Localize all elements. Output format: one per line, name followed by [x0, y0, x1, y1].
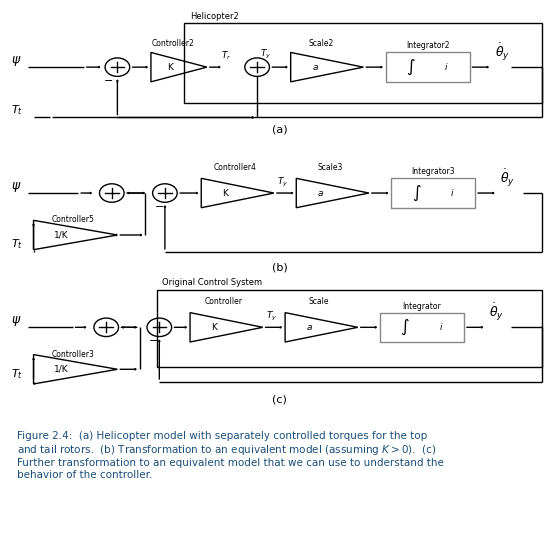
Text: a: a [306, 323, 312, 332]
Text: $\dot{\theta}_y$: $\dot{\theta}_y$ [489, 301, 504, 323]
Text: a: a [312, 62, 318, 72]
Text: Figure 2.4:  (a) Helicopter model with separately controlled torques for the top: Figure 2.4: (a) Helicopter model with se… [17, 430, 444, 480]
Text: $-$: $-$ [103, 74, 113, 84]
Text: K: K [211, 323, 217, 332]
Text: (b): (b) [272, 263, 287, 273]
Text: $T_y$: $T_y$ [277, 176, 288, 189]
Text: Scale: Scale [309, 297, 329, 306]
Text: $\int$: $\int$ [411, 183, 421, 203]
Text: Scale3: Scale3 [317, 163, 343, 172]
Bar [386, 53, 470, 82]
Text: $T_t$: $T_t$ [11, 238, 23, 251]
Text: i: i [445, 62, 447, 72]
Text: Integrator: Integrator [402, 301, 442, 310]
Text: 1/K: 1/K [54, 365, 69, 374]
Text: $\dot{\theta}_y$: $\dot{\theta}_y$ [500, 167, 515, 189]
Text: i: i [439, 323, 442, 332]
Text: a: a [318, 188, 323, 197]
Text: Scale2: Scale2 [309, 39, 334, 48]
Text: K: K [222, 188, 229, 197]
Bar [391, 179, 475, 208]
Text: $T_y$: $T_y$ [266, 310, 277, 323]
Text: Original Control System: Original Control System [162, 279, 262, 287]
Text: $\psi$: $\psi$ [11, 180, 22, 194]
Text: $T_r$: $T_r$ [221, 49, 231, 62]
Text: $T_y$: $T_y$ [260, 48, 271, 61]
Text: Controller3: Controller3 [51, 350, 94, 359]
Text: Controller2: Controller2 [152, 39, 195, 48]
Text: Controller: Controller [205, 297, 243, 306]
Text: $-$: $-$ [154, 200, 164, 210]
Text: $-$: $-$ [148, 334, 158, 344]
Text: $\dot{\theta}_y$: $\dot{\theta}_y$ [495, 41, 510, 63]
Text: Integrator3: Integrator3 [411, 167, 455, 176]
Bar [380, 313, 464, 342]
Text: Controller4: Controller4 [214, 163, 256, 172]
Text: (c): (c) [272, 395, 287, 405]
Text: 1/K: 1/K [54, 230, 69, 239]
Text: Controller5: Controller5 [51, 215, 94, 224]
Text: Integrator2: Integrator2 [406, 41, 449, 51]
Text: $\int$: $\int$ [406, 58, 416, 77]
Text: $\psi$: $\psi$ [11, 54, 22, 68]
Text: $T_t$: $T_t$ [11, 103, 23, 117]
Text: $\int$: $\int$ [400, 317, 410, 337]
Text: K: K [167, 62, 173, 72]
Text: i: i [451, 188, 453, 197]
Text: (a): (a) [272, 124, 287, 134]
Text: $\psi$: $\psi$ [11, 314, 22, 328]
Bar [157, 289, 542, 367]
Bar [184, 23, 542, 103]
Text: $T_t$: $T_t$ [11, 367, 23, 381]
Text: Helicopter2: Helicopter2 [190, 12, 239, 21]
